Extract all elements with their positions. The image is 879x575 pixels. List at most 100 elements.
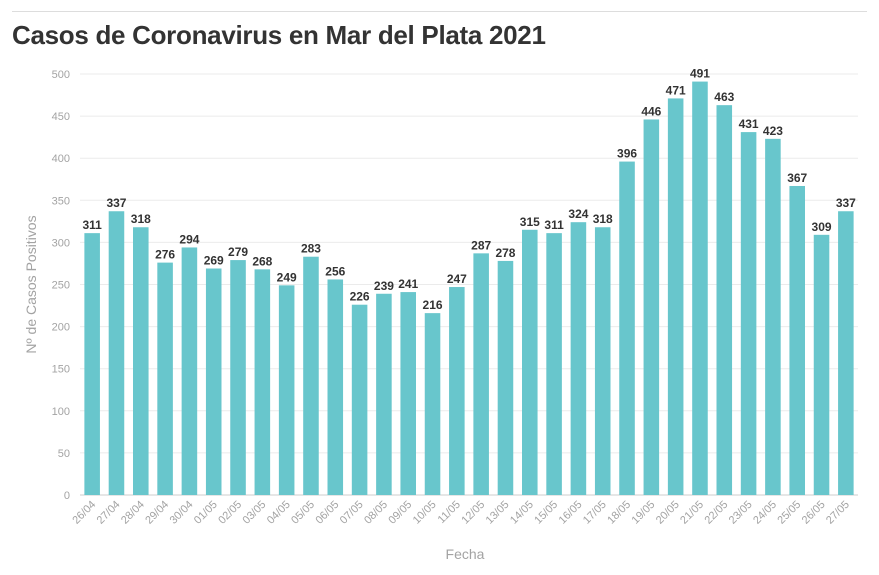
x-tick-label: 12/05 [459,499,487,527]
data-label: 471 [666,83,686,97]
bar[interactable] [157,262,173,495]
x-tick-label: 23/05 [727,499,755,527]
bar[interactable] [84,233,100,495]
bar[interactable] [181,247,198,495]
data-label: 294 [179,232,199,246]
data-label: 239 [374,279,394,293]
x-tick-label: 26/05 [800,499,828,527]
data-label: 367 [787,171,807,185]
bar[interactable] [789,185,805,495]
bar[interactable] [813,234,830,495]
x-tick-label: 28/04 [119,499,147,527]
bar[interactable] [254,269,271,495]
x-axis-title: Fecha [446,546,485,562]
data-label: 318 [593,212,613,226]
data-label: 216 [423,298,443,312]
x-tick-label: 11/05 [436,499,463,526]
bar[interactable] [692,81,708,495]
data-label: 431 [739,117,759,131]
data-label: 278 [495,246,515,260]
data-label: 226 [350,290,370,304]
bar[interactable] [473,253,489,495]
bar[interactable] [546,233,562,495]
y-tick-label: 350 [52,195,70,207]
data-label: 318 [131,212,151,226]
x-tick-label: 29/04 [143,499,171,527]
bar[interactable] [108,211,125,495]
y-tick-label: 0 [64,490,70,502]
y-tick-label: 100 [52,406,70,418]
x-tick-label: 22/05 [702,499,730,527]
x-tick-label: 06/05 [313,499,341,527]
data-label: 256 [325,264,345,278]
bar[interactable] [522,229,538,495]
bar[interactable] [205,268,222,495]
bar[interactable] [838,211,854,495]
data-label: 463 [714,90,734,104]
bar[interactable] [667,98,684,495]
data-label: 276 [155,248,175,262]
bar[interactable] [133,227,149,495]
y-tick-label: 300 [52,237,70,249]
data-label: 249 [277,270,297,284]
x-tick-label: 16/05 [557,499,585,527]
data-label: 311 [544,218,564,232]
bar[interactable] [351,304,368,495]
x-tick-label: 01/05 [192,499,220,527]
bar[interactable] [400,292,416,495]
x-tick-label: 27/05 [824,499,852,527]
x-tick-label: 20/05 [654,499,682,527]
title-divider [12,11,867,12]
x-tick-label: 25/05 [775,499,803,527]
bar[interactable] [278,285,295,495]
bar[interactable] [449,287,465,495]
y-axis-title: Nº de Casos Positivos [23,215,39,353]
bar[interactable] [643,119,660,495]
data-label: 309 [812,220,832,234]
bar[interactable] [594,227,611,495]
x-tick-label: 24/05 [751,499,779,527]
data-label: 311 [82,218,102,232]
bar[interactable] [765,138,781,496]
y-tick-label: 400 [52,153,70,165]
data-label: 337 [106,196,126,210]
bar[interactable] [570,222,587,495]
data-label: 247 [447,272,467,286]
y-tick-label: 450 [52,111,70,123]
data-label: 396 [617,147,637,161]
bar[interactable] [303,256,319,495]
x-tick-label: 05/05 [289,499,317,527]
data-label: 241 [398,277,418,291]
data-label: 279 [228,245,248,259]
bar[interactable] [424,313,441,495]
data-label: 269 [204,254,224,268]
x-tick-label: 19/05 [630,499,658,527]
bar[interactable] [497,260,514,495]
y-tick-label: 500 [52,69,70,81]
bar[interactable] [230,260,246,495]
x-tick-label: 09/05 [386,499,414,527]
bar[interactable] [376,293,392,495]
bar[interactable] [716,105,733,496]
data-label: 315 [520,215,540,229]
bar[interactable] [740,132,757,495]
x-tick-label: 18/05 [605,499,633,527]
data-label: 491 [690,67,710,81]
x-tick-label: 27/04 [95,499,123,527]
x-tick-label: 13/05 [484,499,512,527]
data-label: 268 [252,254,272,268]
y-tick-label: 200 [52,322,70,334]
x-tick-label: 07/05 [338,499,366,527]
x-tick-label: 21/05 [678,499,706,527]
bar[interactable] [327,279,344,495]
y-tick-label: 50 [58,448,70,460]
data-label: 287 [471,238,491,252]
x-tick-label: 04/05 [265,499,293,527]
data-label: 337 [836,196,856,210]
data-label: 423 [763,124,783,138]
data-label: 324 [568,207,588,221]
bar[interactable] [619,161,635,495]
x-tick-label: 15/05 [532,499,560,527]
data-label: 283 [301,242,321,256]
